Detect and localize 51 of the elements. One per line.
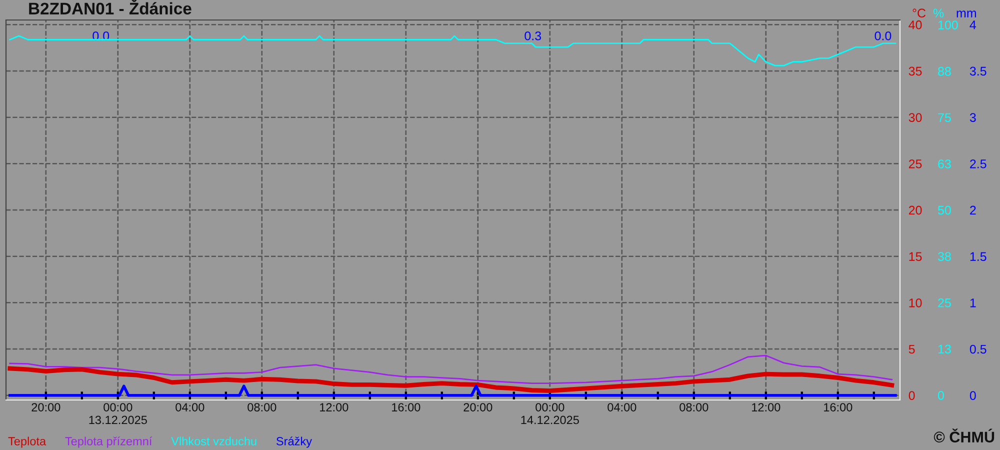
y-tick-label: 30 bbox=[908, 113, 922, 122]
y-tick-label: 40 bbox=[908, 20, 922, 30]
x-tick-label: 08:00 bbox=[680, 403, 708, 412]
annotation: 0.0 bbox=[874, 31, 892, 40]
x-tick-label: 08:00 bbox=[248, 403, 276, 412]
y-tick-label: 35 bbox=[908, 66, 922, 76]
y2-axis-title: % bbox=[933, 8, 944, 18]
text: Teplota bbox=[8, 436, 46, 448]
x-tick-label: 00:00 13.12.2025 bbox=[89, 403, 147, 424]
y2-tick-label: 88 bbox=[938, 66, 951, 76]
y-tick-label: 15 bbox=[909, 252, 922, 261]
x-tick-label: 16:00 bbox=[392, 403, 420, 412]
text: Srážky bbox=[276, 436, 312, 448]
y2-tick-label: 63 bbox=[938, 160, 951, 168]
x-tick-label: 20:00 bbox=[32, 403, 60, 412]
y3-tick-label: 0 bbox=[970, 391, 976, 400]
x-tick-label: 12:00 bbox=[752, 403, 780, 412]
y3-tick-label: 0.5 bbox=[970, 344, 986, 354]
x-tick-label: 00:00 14.12.2025 bbox=[521, 403, 579, 424]
y-tick-label: 0 bbox=[908, 391, 915, 400]
y2-tick-label: 75 bbox=[938, 113, 951, 122]
x-tick-label: 20:00 bbox=[464, 403, 492, 412]
text: Teplota přízemní bbox=[65, 436, 152, 448]
y3-tick-label: 3.5 bbox=[970, 66, 986, 76]
y3-tick-label: 1.5 bbox=[970, 252, 986, 261]
x-tick-label: 04:00 bbox=[176, 403, 204, 412]
x-tick-label: 12:00 bbox=[320, 403, 348, 412]
x-tick-label: 16:00 bbox=[824, 403, 852, 412]
y-tick-label: 20 bbox=[908, 206, 922, 215]
y3-tick-label: 2.5 bbox=[970, 159, 986, 168]
y3-tick-label: 2 bbox=[970, 206, 976, 215]
text: © ČHMÚ bbox=[934, 428, 994, 442]
y2-tick-label: 13 bbox=[938, 344, 951, 354]
y2-tick-label: 38 bbox=[938, 252, 951, 261]
line-series bbox=[9, 354, 893, 384]
y3-tick-label: 1 bbox=[970, 298, 976, 308]
annotation: 0.3 bbox=[524, 31, 542, 40]
text: Vlhkost vzduchu bbox=[171, 436, 256, 446]
y3-axis-title: mm bbox=[956, 10, 976, 18]
y3-tick-label: 4 bbox=[970, 20, 976, 30]
y2-tick-label: 100 bbox=[938, 20, 958, 30]
y-tick-label: 25 bbox=[908, 159, 922, 168]
y2-tick-label: 25 bbox=[938, 298, 951, 308]
y2-tick-label: 0 bbox=[938, 390, 944, 400]
y3-tick-label: 3 bbox=[970, 113, 976, 122]
y-tick-label: 5 bbox=[908, 344, 915, 354]
y2-tick-label: 50 bbox=[938, 206, 951, 215]
y-axis-title: °C bbox=[912, 8, 926, 18]
x-tick-label: 04:00 bbox=[608, 403, 636, 412]
line-series bbox=[8, 366, 894, 393]
y-tick-label: 10 bbox=[909, 298, 922, 308]
